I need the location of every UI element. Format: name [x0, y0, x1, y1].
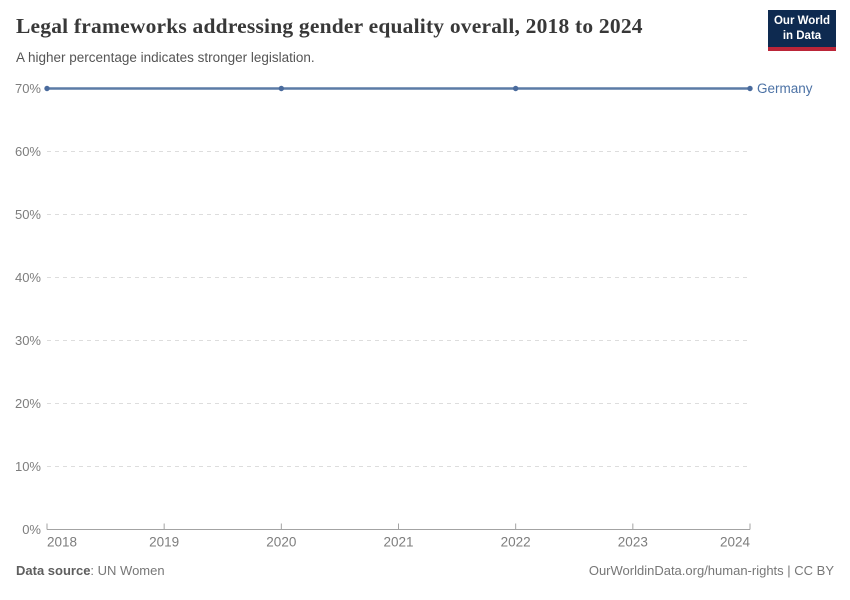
chart-title: Legal frameworks addressing gender equal… [16, 14, 643, 38]
svg-text:2021: 2021 [383, 535, 413, 550]
owid-logo[interactable]: Our World in Data [768, 10, 836, 51]
svg-text:70%: 70% [15, 81, 41, 96]
svg-text:2020: 2020 [266, 535, 296, 550]
svg-text:60%: 60% [15, 144, 41, 159]
chart-subtitle: A higher percentage indicates stronger l… [16, 50, 315, 65]
svg-text:2019: 2019 [149, 535, 179, 550]
svg-text:2023: 2023 [618, 535, 648, 550]
data-source-separator: : [90, 563, 98, 578]
svg-text:2022: 2022 [501, 535, 531, 550]
owid-url-license[interactable]: OurWorldinData.org/human-rights | CC BY [588, 563, 834, 578]
owid-logo-line2: in Data [782, 29, 822, 42]
svg-text:10%: 10% [15, 459, 41, 474]
data-source-value: UN Women [97, 563, 165, 578]
svg-text:50%: 50% [15, 207, 41, 222]
svg-text:20%: 20% [15, 396, 41, 411]
owid-logo-line1: Our World [773, 15, 830, 28]
svg-text:30%: 30% [15, 333, 41, 348]
svg-text:2024: 2024 [720, 535, 751, 550]
data-source: Data source: UN Women [16, 563, 165, 578]
svg-text:2018: 2018 [47, 535, 77, 550]
svg-text:40%: 40% [15, 270, 41, 285]
data-source-label: Data source [16, 563, 91, 578]
chart-footer: Data source: UN Women OurWorldinData.org… [16, 563, 834, 578]
svg-text:Germany: Germany [757, 81, 813, 96]
svg-text:0%: 0% [22, 522, 41, 537]
